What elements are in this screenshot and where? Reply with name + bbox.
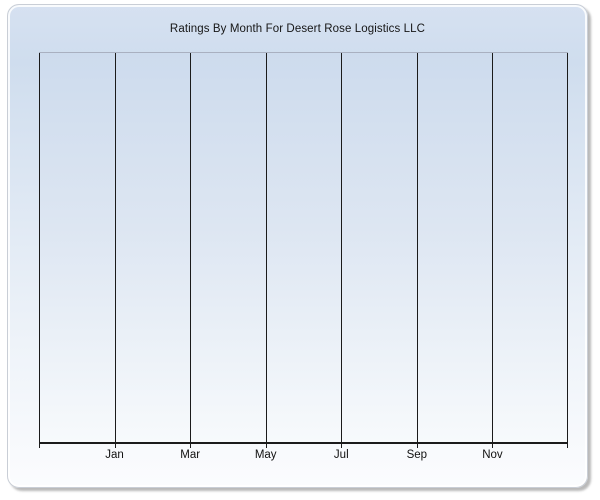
axis-tick: [114, 444, 116, 448]
gridline: [190, 53, 192, 442]
gridline: [265, 53, 267, 442]
x-axis-labels: Jan Mar May Jul Sep Nov: [39, 449, 568, 463]
plot-area: [39, 52, 568, 444]
gridline: [492, 53, 494, 442]
x-axis-ticks: [39, 444, 568, 448]
axis-tick: [492, 444, 494, 448]
gridline: [39, 53, 40, 442]
axis-tick: [416, 444, 418, 448]
x-axis-label: May: [254, 449, 277, 461]
axis-tick: [341, 444, 343, 448]
chart-panel: Ratings By Month For Desert Rose Logisti…: [7, 4, 588, 488]
x-axis-label: Nov: [482, 449, 503, 461]
gridline: [416, 53, 418, 442]
gridline: [567, 53, 568, 442]
axis-tick: [190, 444, 192, 448]
axis-tick: [39, 444, 40, 448]
axis-tick: [567, 444, 568, 448]
chart-title: Ratings By Month For Desert Rose Logisti…: [169, 23, 426, 35]
x-axis-label: Jul: [333, 449, 349, 461]
gridline: [114, 53, 116, 442]
x-axis-label: Sep: [406, 449, 428, 461]
x-axis-label: Mar: [180, 449, 201, 461]
gridline: [341, 53, 343, 442]
axis-tick: [265, 444, 267, 448]
x-axis-label: Jan: [105, 449, 124, 461]
